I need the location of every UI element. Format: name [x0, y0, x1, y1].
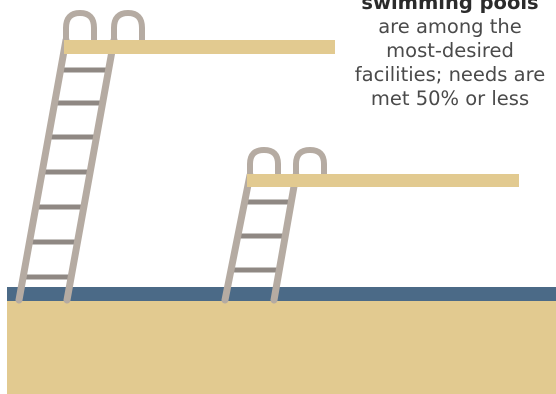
short-ladder-right-rail [270, 171, 300, 304]
caption-text: swimming pools are among the most-desire… [340, 0, 556, 111]
caption-line-1: are among the [378, 15, 522, 38]
caption-line-3: facilities; needs are [354, 63, 546, 86]
short-ladder-rungs [231, 199, 291, 273]
tall-ladder-rungs [22, 67, 110, 280]
tall-ladder [15, 9, 145, 304]
sand-ground [7, 300, 556, 394]
caption-line-4: met 50% or less [370, 87, 530, 110]
short-diving-board [247, 174, 519, 187]
caption-line-2: most-desired [386, 39, 514, 62]
short-ladder-rail-loop-right [293, 146, 327, 178]
tall-ladder-left-rail [15, 36, 70, 304]
short-ladder-left-rail [221, 171, 254, 304]
short-ladder-rail-loop-left [247, 146, 281, 178]
tall-ladder-rail-loop-left [63, 9, 97, 45]
tall-diving-board [64, 40, 335, 54]
tall-ladder-rail-loop-right [111, 9, 145, 45]
short-ladder [221, 146, 327, 304]
tall-ladder-right-rail [63, 36, 118, 304]
caption-lead: swimming pools [361, 0, 539, 14]
water-strip [7, 287, 556, 301]
